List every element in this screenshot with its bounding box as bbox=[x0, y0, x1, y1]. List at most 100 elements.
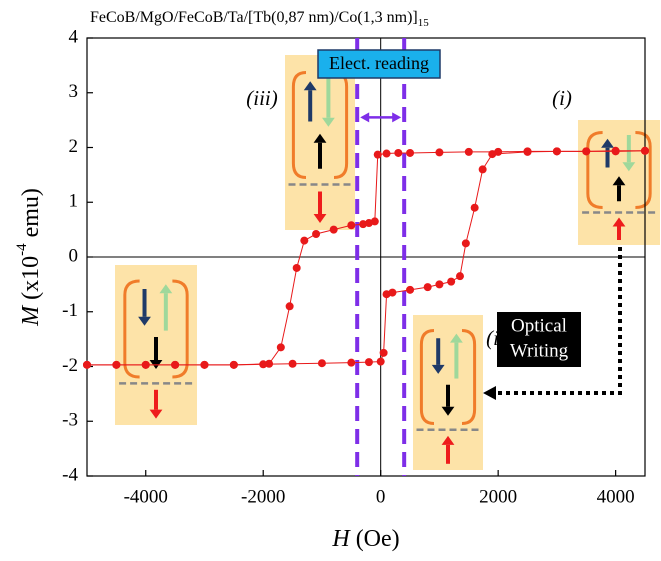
x-tick-label: 0 bbox=[376, 486, 386, 507]
inset-bracket bbox=[172, 279, 189, 379]
inset-bracket bbox=[635, 131, 652, 209]
data-point bbox=[288, 359, 297, 368]
data-point bbox=[292, 263, 301, 272]
inset-bracket bbox=[123, 279, 140, 379]
optical-writing-box bbox=[497, 312, 581, 367]
data-point bbox=[285, 302, 294, 311]
y-tick-label: -2 bbox=[62, 355, 78, 376]
data-point bbox=[312, 230, 321, 239]
data-point bbox=[347, 358, 356, 367]
data-point bbox=[552, 147, 561, 156]
inset-arrow-head bbox=[612, 176, 626, 186]
data-point bbox=[379, 348, 388, 357]
data-point bbox=[382, 149, 391, 158]
data-point bbox=[394, 148, 403, 157]
inset-bracket bbox=[586, 131, 603, 209]
y-tick-label: 0 bbox=[69, 245, 79, 266]
elect-reading-label: Elect. reading bbox=[329, 53, 429, 73]
y-tick-label: 2 bbox=[69, 136, 79, 157]
x-tick-label: 2000 bbox=[479, 486, 517, 507]
x-tick-label: 4000 bbox=[597, 486, 635, 507]
data-point bbox=[373, 150, 382, 159]
y-tick-label: 1 bbox=[69, 191, 79, 212]
x-label-symbol: H bbox=[331, 526, 351, 552]
data-point bbox=[470, 203, 479, 212]
title-subscript: 15 bbox=[418, 17, 430, 29]
inset-arrow-head bbox=[622, 162, 636, 172]
state-label: (iii) bbox=[246, 86, 278, 110]
data-point bbox=[229, 360, 238, 369]
data-point bbox=[141, 360, 150, 369]
inset-arrow-head bbox=[431, 364, 445, 374]
inset-arrow-head bbox=[322, 117, 335, 127]
inset-bracket bbox=[419, 329, 435, 425]
inset-arrow-head bbox=[313, 133, 327, 143]
optical-writing-label: Optical bbox=[511, 315, 567, 336]
data-point bbox=[488, 150, 497, 159]
inset-arrow-head bbox=[612, 217, 626, 227]
inset-arrow-head bbox=[303, 81, 317, 91]
state-label: (i) bbox=[552, 86, 572, 110]
y-label-exponent: -4 bbox=[14, 243, 30, 256]
data-point bbox=[478, 165, 487, 174]
data-point bbox=[461, 239, 470, 248]
x-label-unit: (Oe) bbox=[350, 526, 400, 552]
data-point bbox=[388, 288, 397, 297]
inset-bracket bbox=[461, 329, 477, 425]
data-point bbox=[455, 272, 464, 281]
data-point bbox=[276, 343, 285, 352]
data-point bbox=[406, 285, 415, 294]
y-tick-label: 3 bbox=[69, 81, 79, 102]
inset-arrow-head bbox=[441, 406, 455, 416]
y-label-symbol: M bbox=[18, 304, 44, 327]
data-point bbox=[582, 147, 591, 156]
data-point bbox=[112, 360, 121, 369]
optical-writing-label: Writing bbox=[510, 340, 569, 361]
data-point bbox=[406, 148, 415, 157]
data-point bbox=[171, 360, 180, 369]
inset-arrow-head bbox=[313, 214, 327, 223]
x-axis-label: H (Oe) bbox=[331, 526, 399, 552]
data-point bbox=[200, 360, 209, 369]
y-tick-label: 4 bbox=[69, 26, 79, 47]
data-point bbox=[259, 360, 268, 369]
inset-arrow-head bbox=[159, 284, 173, 294]
inset-arrow-head bbox=[138, 316, 151, 326]
writing-arrow bbox=[494, 247, 622, 395]
reading-arrow-head bbox=[392, 112, 402, 123]
y-label-text: (x10 bbox=[18, 256, 44, 306]
y-label-unit: emu) bbox=[18, 188, 44, 243]
data-point bbox=[376, 357, 385, 366]
state-label: (ii) bbox=[486, 326, 512, 350]
data-point bbox=[435, 280, 444, 289]
data-point bbox=[359, 220, 368, 229]
data-point bbox=[423, 283, 432, 292]
inset-arrow-head bbox=[441, 435, 455, 445]
inset-bracket bbox=[291, 71, 307, 179]
data-point bbox=[300, 236, 309, 245]
x-tick-label: -4000 bbox=[124, 486, 168, 507]
inset-arrow-head bbox=[450, 333, 463, 343]
y-tick-label: -4 bbox=[62, 464, 78, 485]
reading-arrow-head bbox=[360, 112, 370, 123]
data-point bbox=[364, 358, 373, 367]
data-point bbox=[447, 277, 456, 286]
x-tick-label: -2000 bbox=[241, 486, 285, 507]
data-point bbox=[347, 221, 356, 230]
elect-reading-box bbox=[317, 49, 441, 79]
data-point bbox=[435, 148, 444, 157]
data-point bbox=[641, 146, 649, 155]
chart-title: FeCoB/MgO/FeCoB/Ta/[Tb(0,87 nm)/Co(1,3 n… bbox=[90, 9, 429, 29]
y-tick-label: -1 bbox=[62, 300, 78, 321]
data-point bbox=[329, 225, 338, 234]
writing-arrow-head bbox=[483, 386, 496, 400]
inset-arrow-head bbox=[601, 138, 614, 148]
data-point bbox=[464, 147, 473, 156]
y-tick-label: -3 bbox=[62, 410, 78, 431]
title-main: FeCoB/MgO/FeCoB/Ta/[Tb(0,87 nm)/Co(1,3 n… bbox=[90, 9, 418, 26]
inset-arrow-head bbox=[149, 409, 163, 419]
data-point bbox=[611, 146, 620, 155]
y-axis-label: M (x10-4 emu) bbox=[14, 188, 43, 327]
data-point bbox=[317, 359, 326, 368]
